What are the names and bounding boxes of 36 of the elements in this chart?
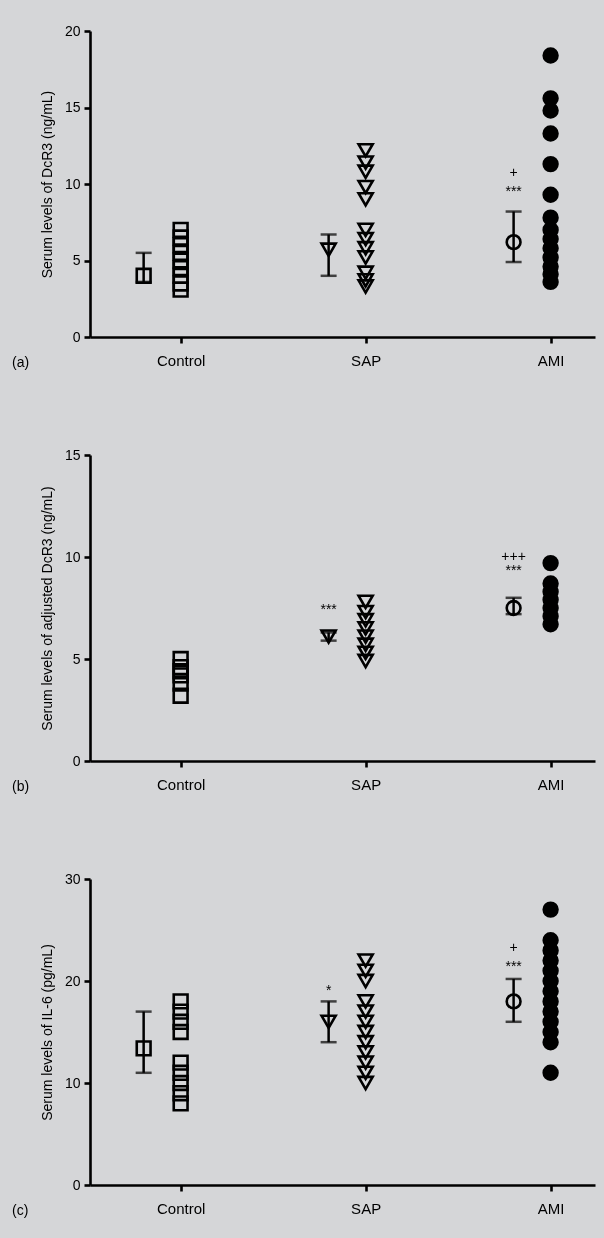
x-tick-label: Control	[156, 351, 206, 369]
y-axis-title: Serum levels of IL-6 (pg/mL)	[38, 944, 55, 1121]
annotation: ***	[320, 601, 338, 618]
annotation: ***	[505, 182, 523, 199]
annotation: ***	[505, 957, 523, 974]
y-tick-label: 15	[64, 446, 81, 463]
x-tick-label: AMI	[537, 775, 565, 793]
y-tick-label: 10	[64, 1074, 81, 1091]
x-tick-label: Control	[156, 775, 206, 793]
y-tick-label: 20	[64, 972, 81, 989]
y-tick-label: 0	[72, 1176, 81, 1193]
x-tick-label: Control	[156, 1199, 206, 1217]
y-tick-label: 30	[64, 870, 81, 887]
text: (b)	[12, 778, 30, 794]
annotation: ***	[505, 562, 523, 579]
x-tick-label: AMI	[537, 1199, 565, 1217]
y-tick-label: 15	[64, 99, 81, 115]
y-tick-label: 0	[72, 328, 81, 345]
x-tick-label: SAP	[351, 1199, 382, 1217]
y-tick-label: 5	[72, 650, 81, 667]
annotation: +	[509, 939, 518, 956]
y-axis-title: Serum levels of adjusted DcR3 (ng/mL)	[38, 486, 55, 731]
x-tick-label: SAP	[351, 351, 382, 369]
annotation: *	[325, 982, 332, 999]
y-tick-label: 0	[72, 752, 81, 769]
text: (a)	[12, 354, 30, 370]
annotation: +	[509, 164, 518, 181]
y-axis-title: Serum levels of DcR3 (ng/mL)	[38, 90, 55, 279]
x-tick-label: SAP	[351, 775, 382, 793]
y-tick-label: 10	[64, 548, 81, 565]
x-tick-label: AMI	[537, 351, 565, 369]
y-tick-label: 20	[64, 22, 81, 39]
y-tick-label: 10	[64, 175, 81, 192]
annotation: +++	[501, 548, 526, 564]
y-tick-label: 5	[72, 252, 81, 268]
text: (c)	[12, 1202, 29, 1218]
